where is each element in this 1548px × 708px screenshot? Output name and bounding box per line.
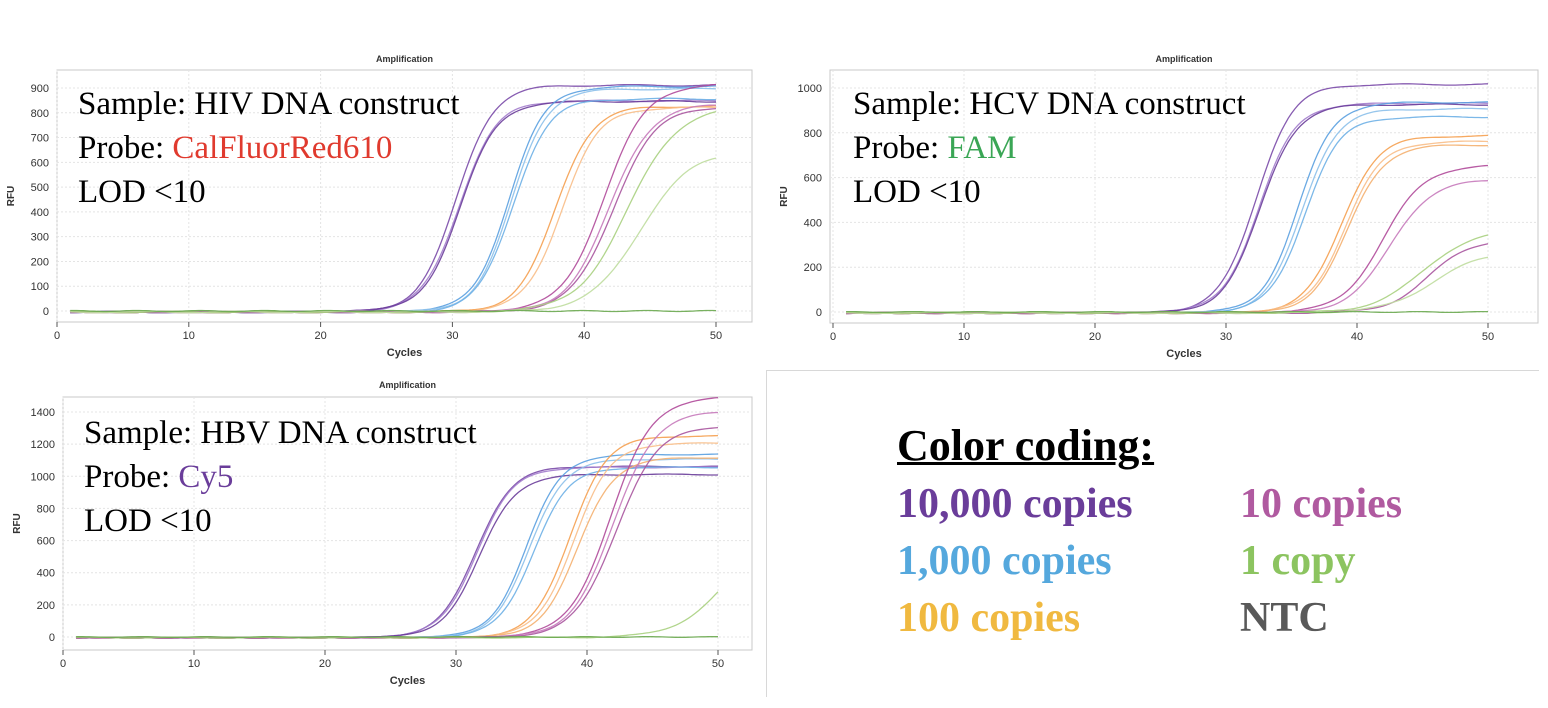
x-tick-label: 20 xyxy=(1089,331,1101,343)
sample-label: Sample: HIV DNA construct xyxy=(78,86,460,122)
sample-label: Sample: HBV DNA construct xyxy=(84,415,477,451)
y-tick-label: 800 xyxy=(31,108,49,120)
y-tick-label: 400 xyxy=(804,217,822,229)
x-tick-label: 20 xyxy=(314,330,326,342)
y-tick-label: 900 xyxy=(31,83,49,95)
chart-2: 0 200 400 600 800 1000 0 10 20 30 40 50 Amplificatio… xyxy=(779,54,1539,360)
chart-1: 0 100 200 300 400 500 600 700 800 900 0 10 20 30 40 50 A… xyxy=(6,54,753,359)
legend-title: Color coding: xyxy=(897,421,1155,470)
amplification-curve xyxy=(70,309,717,313)
y-axis-label: RFU xyxy=(6,186,17,207)
y-tick-label: 600 xyxy=(37,536,55,548)
x-tick-label: 50 xyxy=(712,658,724,670)
legend-item-1000-copies: 1,000 copies xyxy=(897,538,1112,584)
legend-item-10000-copies: 10,000 copies xyxy=(897,481,1133,527)
y-tick-label: 1000 xyxy=(31,471,55,483)
y-tick-label: 300 xyxy=(31,232,49,244)
probe-line: Probe: CalFluorRed610 xyxy=(78,126,460,170)
legend-item-10-copies: 10 copies xyxy=(1240,481,1403,527)
probe-label: Probe: xyxy=(853,130,948,166)
amplification-curve xyxy=(846,310,1488,314)
x-tick-label: 30 xyxy=(450,658,462,670)
x-tick-label: 40 xyxy=(1351,331,1363,343)
x-tick-label: 30 xyxy=(1220,331,1232,343)
y-tick-label: 800 xyxy=(804,128,822,140)
x-tick-label: 50 xyxy=(710,330,722,342)
chart-1-annotation: Sample: HIV DNA construct Probe: CalFluo… xyxy=(78,82,460,214)
lod-label: LOD <10 xyxy=(853,174,981,210)
x-tick-label: 20 xyxy=(319,658,331,670)
y-axis-label: RFU xyxy=(12,513,23,534)
legend-item-100-copies: 100 copies xyxy=(897,595,1081,641)
probe-label: Probe: xyxy=(78,130,173,166)
y-tick-label: 0 xyxy=(49,632,55,644)
chart-title: Amplification xyxy=(1155,54,1212,64)
legend-item-ntc: NTC xyxy=(1240,595,1329,641)
plot-frame xyxy=(62,396,753,651)
amplification-curve xyxy=(846,256,1489,315)
x-axis-label: Cycles xyxy=(390,675,425,687)
y-tick-label: 1000 xyxy=(798,83,822,95)
x-tick-label: 50 xyxy=(1482,331,1494,343)
series-ntc xyxy=(76,636,718,638)
amplification-curve xyxy=(70,157,717,314)
probe-line: Probe: Cy5 xyxy=(84,455,477,499)
y-tick-label: 1400 xyxy=(31,407,55,419)
x-tick-label: 10 xyxy=(958,331,970,343)
chart-2-annotation: Sample: HCV DNA construct Probe: FAM LOD… xyxy=(853,82,1246,214)
legend-item-1-copy: 1 copy xyxy=(1240,538,1356,584)
x-tick-label: 0 xyxy=(54,330,60,342)
y-axis-label: RFU xyxy=(779,186,790,207)
y-tick-label: 600 xyxy=(804,173,822,185)
y-tick-label: 200 xyxy=(31,256,49,268)
chart-title: Amplification xyxy=(376,54,433,64)
x-tick-label: 0 xyxy=(60,658,66,670)
chart-3: 0 200 400 600 800 1000 1200 1400 0 10 20 30 40 50 Ampl… xyxy=(12,380,753,687)
x-tick-label: 0 xyxy=(830,331,836,343)
x-tick-label: 10 xyxy=(188,658,200,670)
probe-label: Probe: xyxy=(84,459,179,495)
plot-frame xyxy=(829,69,1539,324)
x-axis-label: Cycles xyxy=(387,347,422,359)
chart-3-annotation: Sample: HBV DNA construct Probe: Cy5 LOD… xyxy=(84,411,477,543)
probe-name: Cy5 xyxy=(178,459,234,495)
x-tick-label: 30 xyxy=(446,330,458,342)
series-ntc xyxy=(846,310,1488,314)
probe-name: CalFluorRed610 xyxy=(172,130,393,166)
y-tick-label: 0 xyxy=(816,307,822,319)
lod-label: LOD <10 xyxy=(84,503,212,539)
y-tick-label: 800 xyxy=(37,503,55,515)
probe-name: FAM xyxy=(947,130,1017,166)
y-tick-label: 1200 xyxy=(31,439,55,451)
y-tick-label: 200 xyxy=(37,600,55,612)
legend-panel xyxy=(766,370,1539,697)
y-tick-label: 500 xyxy=(31,182,49,194)
y-tick-label: 700 xyxy=(31,133,49,145)
y-tick-label: 200 xyxy=(804,262,822,274)
y-tick-label: 100 xyxy=(31,281,49,293)
y-tick-label: 400 xyxy=(37,568,55,580)
probe-line: Probe: FAM xyxy=(853,126,1246,170)
y-tick-label: 400 xyxy=(31,207,49,219)
lod-label: LOD <10 xyxy=(78,174,206,210)
x-tick-label: 40 xyxy=(578,330,590,342)
series-ntc xyxy=(70,309,717,313)
chart-title: Amplification xyxy=(379,380,436,390)
y-tick-label: 600 xyxy=(31,157,49,169)
amplification-curve xyxy=(76,636,718,638)
x-tick-label: 10 xyxy=(183,330,195,342)
x-tick-label: 40 xyxy=(581,658,593,670)
x-axis-label: Cycles xyxy=(1166,348,1201,360)
y-tick-label: 0 xyxy=(43,306,49,318)
sample-label: Sample: HCV DNA construct xyxy=(853,86,1246,122)
